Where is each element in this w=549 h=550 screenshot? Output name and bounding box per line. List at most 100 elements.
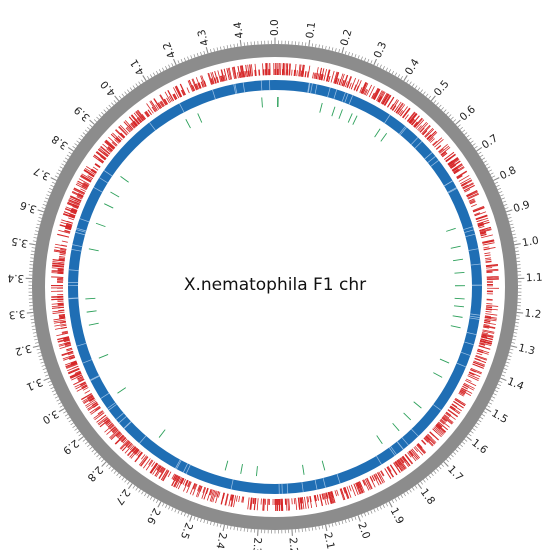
major-tick bbox=[514, 243, 521, 246]
minor-tick bbox=[183, 57, 186, 62]
red-feature bbox=[326, 75, 330, 82]
red-feature bbox=[458, 175, 470, 182]
minor-tick bbox=[348, 518, 350, 523]
red-feature bbox=[75, 383, 87, 390]
red-feature bbox=[158, 468, 166, 479]
minor-tick bbox=[68, 151, 72, 155]
red-feature bbox=[323, 74, 326, 81]
minor-tick bbox=[210, 521, 212, 525]
red-feature bbox=[288, 63, 291, 76]
minor-tick bbox=[457, 446, 461, 450]
red-feature bbox=[408, 450, 414, 457]
red-feature bbox=[160, 467, 165, 474]
blue-gap bbox=[464, 341, 474, 346]
red-feature bbox=[456, 174, 463, 179]
red-feature bbox=[402, 107, 410, 118]
red-feature bbox=[481, 234, 493, 239]
red-feature bbox=[172, 94, 177, 100]
red-feature bbox=[82, 396, 94, 404]
red-feature bbox=[474, 213, 481, 216]
minor-tick bbox=[187, 514, 190, 518]
red-feature bbox=[438, 148, 444, 153]
red-feature bbox=[159, 94, 167, 106]
red-feature bbox=[59, 224, 72, 229]
red-feature bbox=[162, 470, 170, 482]
green-feature bbox=[256, 466, 258, 477]
red-feature bbox=[425, 128, 435, 138]
minor-tick bbox=[385, 67, 388, 72]
red-feature bbox=[293, 69, 296, 76]
red-feature bbox=[85, 178, 92, 182]
red-feature bbox=[135, 110, 144, 121]
red-feature bbox=[186, 481, 192, 493]
red-feature bbox=[173, 93, 178, 100]
red-feature bbox=[369, 476, 376, 488]
red-feature bbox=[362, 479, 366, 486]
red-feature bbox=[118, 125, 128, 136]
red-feature bbox=[446, 411, 452, 416]
red-feature bbox=[397, 108, 402, 115]
minor-tick bbox=[335, 522, 337, 526]
minor-tick bbox=[412, 487, 415, 491]
minor-tick bbox=[72, 146, 76, 149]
red-feature bbox=[80, 382, 86, 386]
red-feature bbox=[484, 320, 491, 323]
minor-tick bbox=[315, 43, 317, 48]
major-tick bbox=[341, 47, 345, 54]
red-feature bbox=[158, 467, 166, 479]
red-feature bbox=[248, 70, 251, 77]
red-feature bbox=[387, 97, 395, 108]
red-feature bbox=[59, 252, 66, 255]
red-feature bbox=[335, 78, 338, 85]
red-feature bbox=[373, 88, 380, 100]
green-feature bbox=[158, 429, 166, 438]
green-feature bbox=[403, 412, 412, 421]
blue-gap bbox=[118, 416, 127, 424]
minor-tick bbox=[111, 468, 114, 472]
minor-tick bbox=[476, 422, 480, 426]
red-feature bbox=[198, 82, 202, 89]
blue-gap bbox=[176, 460, 182, 470]
major-tick bbox=[373, 58, 377, 66]
minor-tick bbox=[504, 207, 509, 210]
red-feature bbox=[97, 410, 103, 415]
red-feature bbox=[320, 73, 323, 81]
minor-tick bbox=[59, 405, 64, 408]
red-feature bbox=[240, 65, 244, 78]
red-feature bbox=[104, 140, 115, 149]
minor-tick bbox=[98, 114, 102, 118]
red-feature bbox=[83, 397, 95, 404]
green-feature bbox=[376, 435, 383, 445]
red-feature bbox=[336, 78, 340, 85]
minor-tick bbox=[53, 393, 57, 396]
red-feature bbox=[70, 211, 77, 215]
red-feature bbox=[287, 498, 289, 511]
minor-tick bbox=[233, 43, 235, 48]
red-feature bbox=[435, 425, 445, 434]
minor-tick bbox=[32, 332, 37, 334]
red-feature bbox=[233, 66, 237, 79]
minor-tick bbox=[438, 466, 442, 470]
red-feature bbox=[483, 246, 490, 249]
minor-tick bbox=[124, 479, 128, 483]
red-feature bbox=[254, 63, 257, 76]
red-feature bbox=[485, 257, 492, 260]
red-feature bbox=[460, 182, 467, 186]
blue-gap bbox=[307, 82, 311, 93]
tick-label: 3.6 bbox=[18, 198, 38, 215]
red-feature bbox=[174, 476, 181, 488]
red-feature bbox=[416, 444, 425, 455]
red-feature bbox=[456, 170, 467, 178]
red-feature bbox=[74, 370, 81, 374]
red-feature bbox=[99, 412, 105, 417]
major-tick bbox=[114, 95, 120, 102]
green-feature bbox=[98, 354, 109, 359]
red-feature bbox=[198, 485, 202, 492]
red-feature bbox=[105, 420, 111, 425]
minor-tick bbox=[483, 411, 487, 414]
red-feature bbox=[65, 227, 72, 230]
red-feature bbox=[343, 74, 348, 87]
red-feature bbox=[325, 69, 330, 82]
red-feature bbox=[116, 136, 122, 142]
minor-tick bbox=[414, 485, 418, 489]
